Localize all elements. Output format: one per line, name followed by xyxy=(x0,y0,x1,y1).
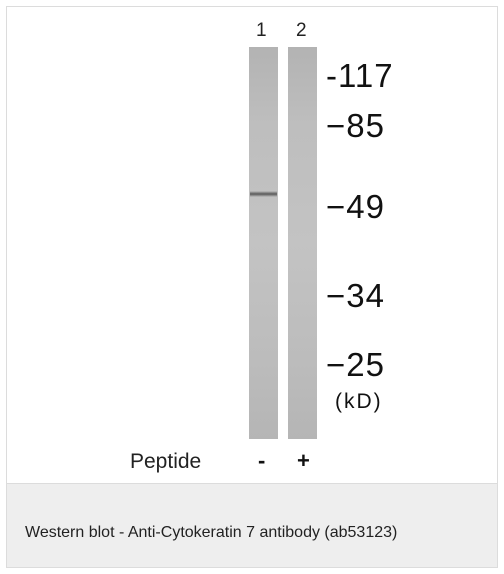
lane-2-number: 2 xyxy=(296,20,307,41)
marker-34: −34 xyxy=(326,277,385,314)
image-card: 1 2 -117 −85 −49 −34 −25 (kD) Peptide - … xyxy=(6,6,498,568)
peptide-plus: + xyxy=(297,448,310,473)
marker-117: -117 xyxy=(326,57,394,94)
blot-lane-1 xyxy=(249,47,278,439)
marker-25: −25 xyxy=(326,346,385,383)
peptide-label: Peptide xyxy=(130,450,202,473)
blot-lane-2 xyxy=(288,47,317,439)
marker-85: −85 xyxy=(326,107,385,144)
western-blot-figure: 1 2 -117 −85 −49 −34 −25 (kD) Peptide - … xyxy=(7,7,497,483)
unit-label: (kD) xyxy=(335,390,383,413)
protein-band xyxy=(250,191,277,197)
figure-caption: Western blot - Anti-Cytokeratin 7 antibo… xyxy=(25,524,398,541)
marker-49: −49 xyxy=(326,188,385,225)
peptide-minus: - xyxy=(258,448,266,473)
lane-1-number: 1 xyxy=(256,20,267,41)
caption-box: Western blot - Anti-Cytokeratin 7 antibo… xyxy=(7,483,497,567)
